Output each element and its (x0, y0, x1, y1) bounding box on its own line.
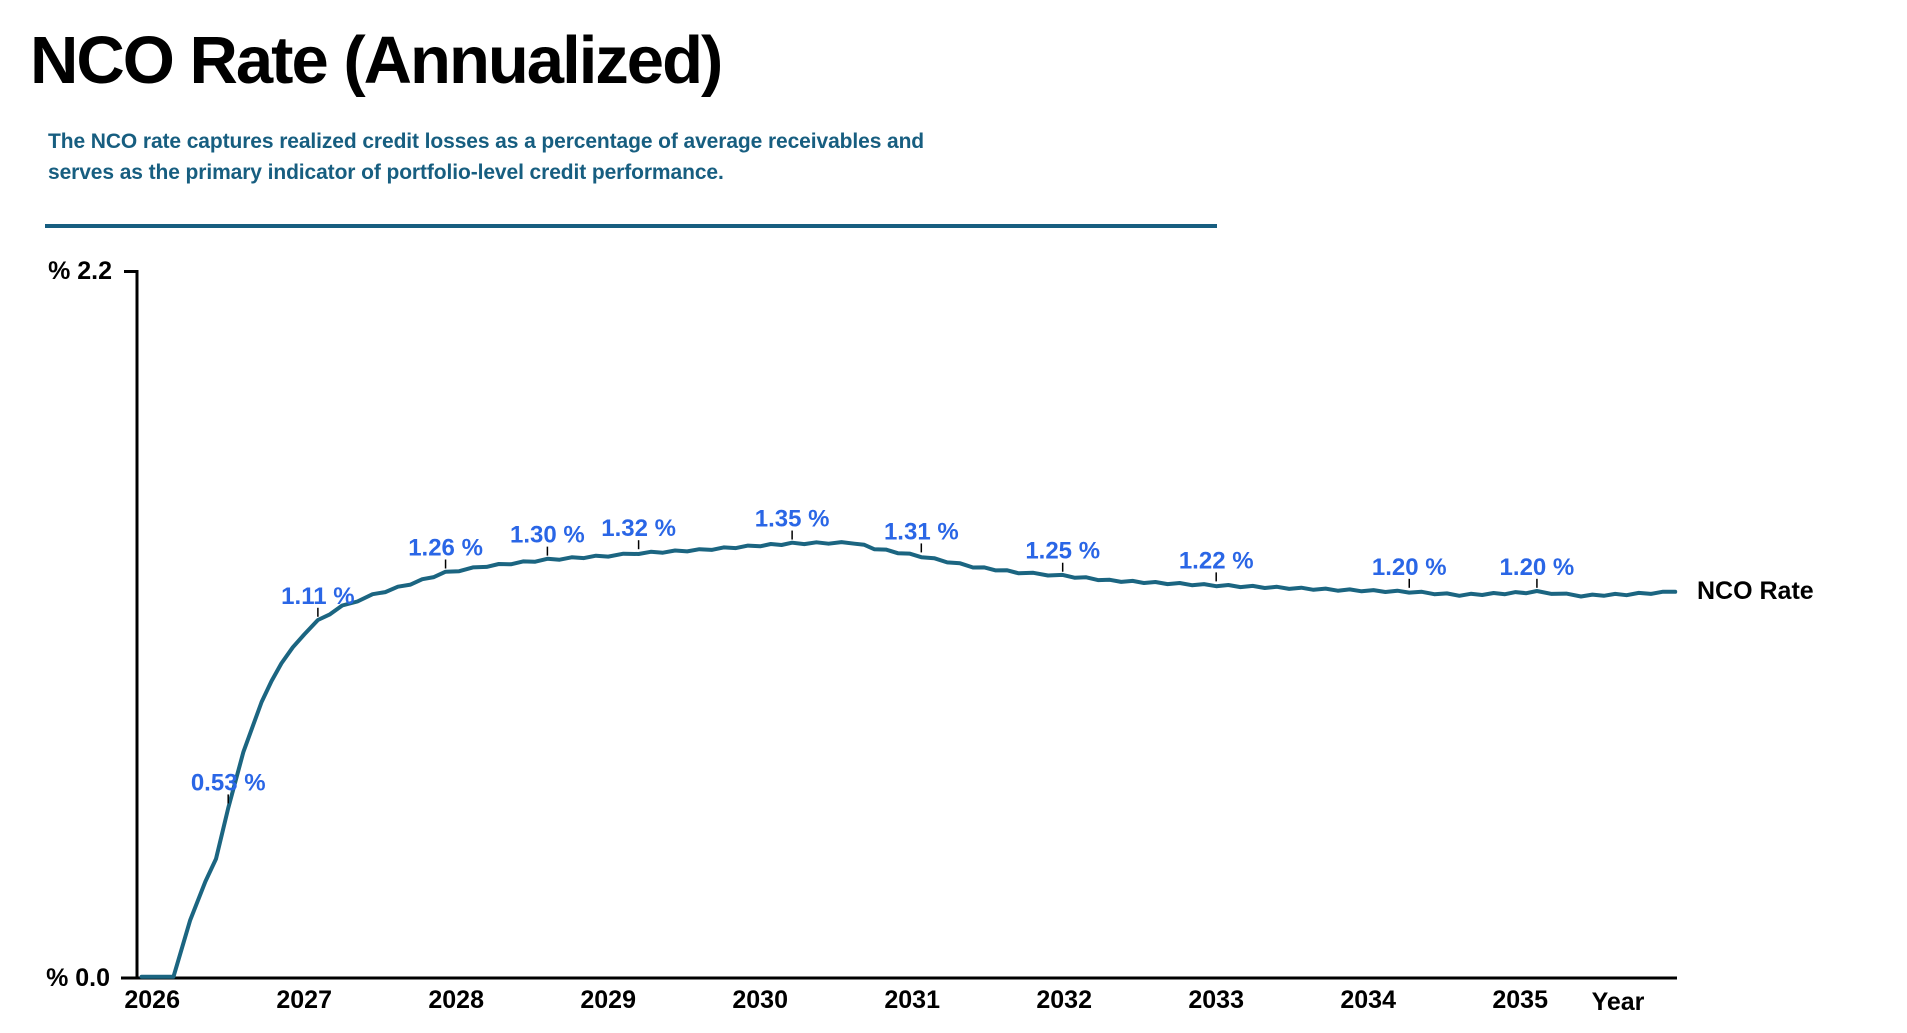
x-tick-label-2030: 2030 (732, 986, 788, 1014)
chart-subtitle: The NCO rate captures realized credit lo… (48, 127, 924, 189)
data-label-3: 1.30 % (510, 522, 585, 549)
y-axis-label-bottom: % 0.0 (46, 964, 110, 992)
x-tick-label-2033: 2033 (1188, 986, 1244, 1014)
x-tick-label-2029: 2029 (580, 986, 636, 1014)
data-label-2: 1.26 % (408, 535, 483, 562)
y-axis-label-top: % 2.2 (48, 257, 112, 285)
chart-subtitle-line2: serves as the primary indicator of portf… (48, 160, 724, 184)
data-label-4: 1.32 % (601, 515, 676, 542)
page-title: NCO Rate (Annualized) (30, 23, 723, 98)
x-tick-label-2031: 2031 (884, 986, 940, 1014)
series-legend-label: NCO Rate (1697, 577, 1814, 605)
x-tick-label-2035: 2035 (1492, 986, 1548, 1014)
data-label-0: 0.53 % (191, 769, 266, 796)
data-label-1: 1.11 % (281, 583, 354, 610)
data-label-7: 1.25 % (1025, 538, 1100, 565)
x-tick-label-2028: 2028 (428, 986, 484, 1014)
x-tick-label-2027: 2027 (276, 986, 332, 1014)
data-label-6: 1.31 % (884, 518, 959, 545)
x-axis-title: Year (1592, 988, 1645, 1016)
subtitle-underline (45, 224, 1217, 228)
nco-rate-line (139, 540, 1678, 979)
x-tick-label-2034: 2034 (1340, 986, 1396, 1014)
data-label-10: 1.20 % (1500, 554, 1575, 581)
data-label-8: 1.22 % (1179, 547, 1254, 574)
x-tick-label-2032: 2032 (1036, 986, 1092, 1014)
chart-subtitle-line1: The NCO rate captures realized credit lo… (48, 130, 925, 153)
data-label-5: 1.35 % (755, 506, 830, 533)
data-label-9: 1.20 % (1372, 554, 1447, 581)
x-tick-label-2026: 2026 (124, 986, 180, 1014)
